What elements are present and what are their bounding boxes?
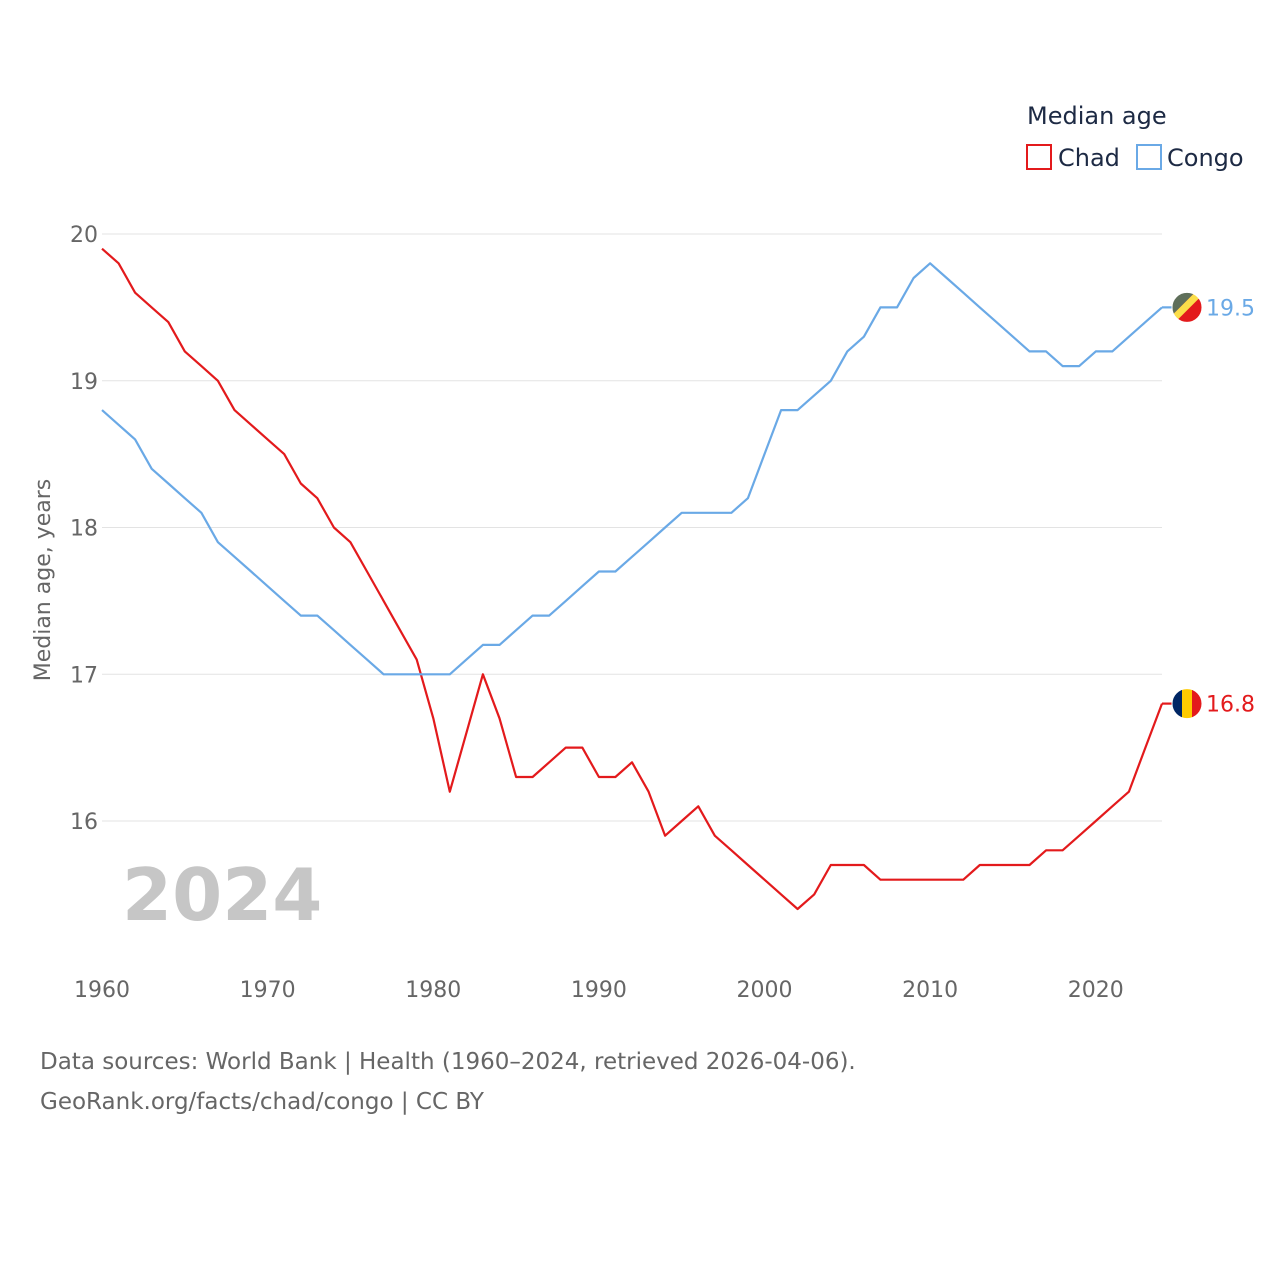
end-value-congo: 19.5 <box>1206 296 1255 321</box>
y-tick-label: 18 <box>70 517 98 542</box>
legend-label-congo: Congo <box>1167 144 1244 172</box>
congo-flag-icon <box>1171 291 1203 323</box>
y-axis-ticks: 16 17 18 19 20 <box>70 223 98 835</box>
y-axis-label: Median age, years <box>31 479 56 682</box>
source-line-2[interactable]: GeoRank.org/facts/chad/congo | CC BY <box>40 1089 484 1115</box>
source-note: Data sources: World Bank | Health (1960–… <box>40 1042 856 1122</box>
y-tick-label: 16 <box>70 810 98 835</box>
end-markers: 16.8 19.5 <box>1162 291 1255 720</box>
legend-item-chad[interactable]: Chad <box>1026 144 1120 172</box>
end-value-chad: 16.8 <box>1206 693 1255 718</box>
x-tick-label: 1980 <box>405 978 461 1003</box>
legend: Median age Chad Congo <box>1026 102 1244 172</box>
x-tick-label: 2000 <box>737 978 793 1003</box>
x-tick-label: 2010 <box>902 978 958 1003</box>
chad-flag-icon <box>1171 688 1203 720</box>
legend-swatch-chad <box>1026 144 1052 170</box>
legend-item-congo[interactable]: Congo <box>1136 144 1244 172</box>
series-line-congo <box>101 262 1163 676</box>
legend-title: Median age <box>1027 102 1167 130</box>
year-watermark: 2024 <box>122 853 322 937</box>
x-tick-label: 1960 <box>74 978 130 1003</box>
x-axis-ticks: 1960 1970 1980 1990 2000 2010 2020 <box>74 978 1124 1003</box>
y-tick-label: 17 <box>70 663 98 688</box>
series-lines <box>101 247 1164 911</box>
y-tick-label: 19 <box>70 370 98 395</box>
y-tick-label: 20 <box>70 223 98 248</box>
legend-label-chad: Chad <box>1058 144 1120 172</box>
gridlines <box>102 233 1162 822</box>
source-line-1: Data sources: World Bank | Health (1960–… <box>40 1049 856 1075</box>
x-tick-label: 2020 <box>1068 978 1124 1003</box>
x-tick-label: 1970 <box>240 978 296 1003</box>
series-line-chad <box>101 247 1164 911</box>
legend-swatch-congo <box>1136 144 1162 170</box>
x-tick-label: 1990 <box>571 978 627 1003</box>
